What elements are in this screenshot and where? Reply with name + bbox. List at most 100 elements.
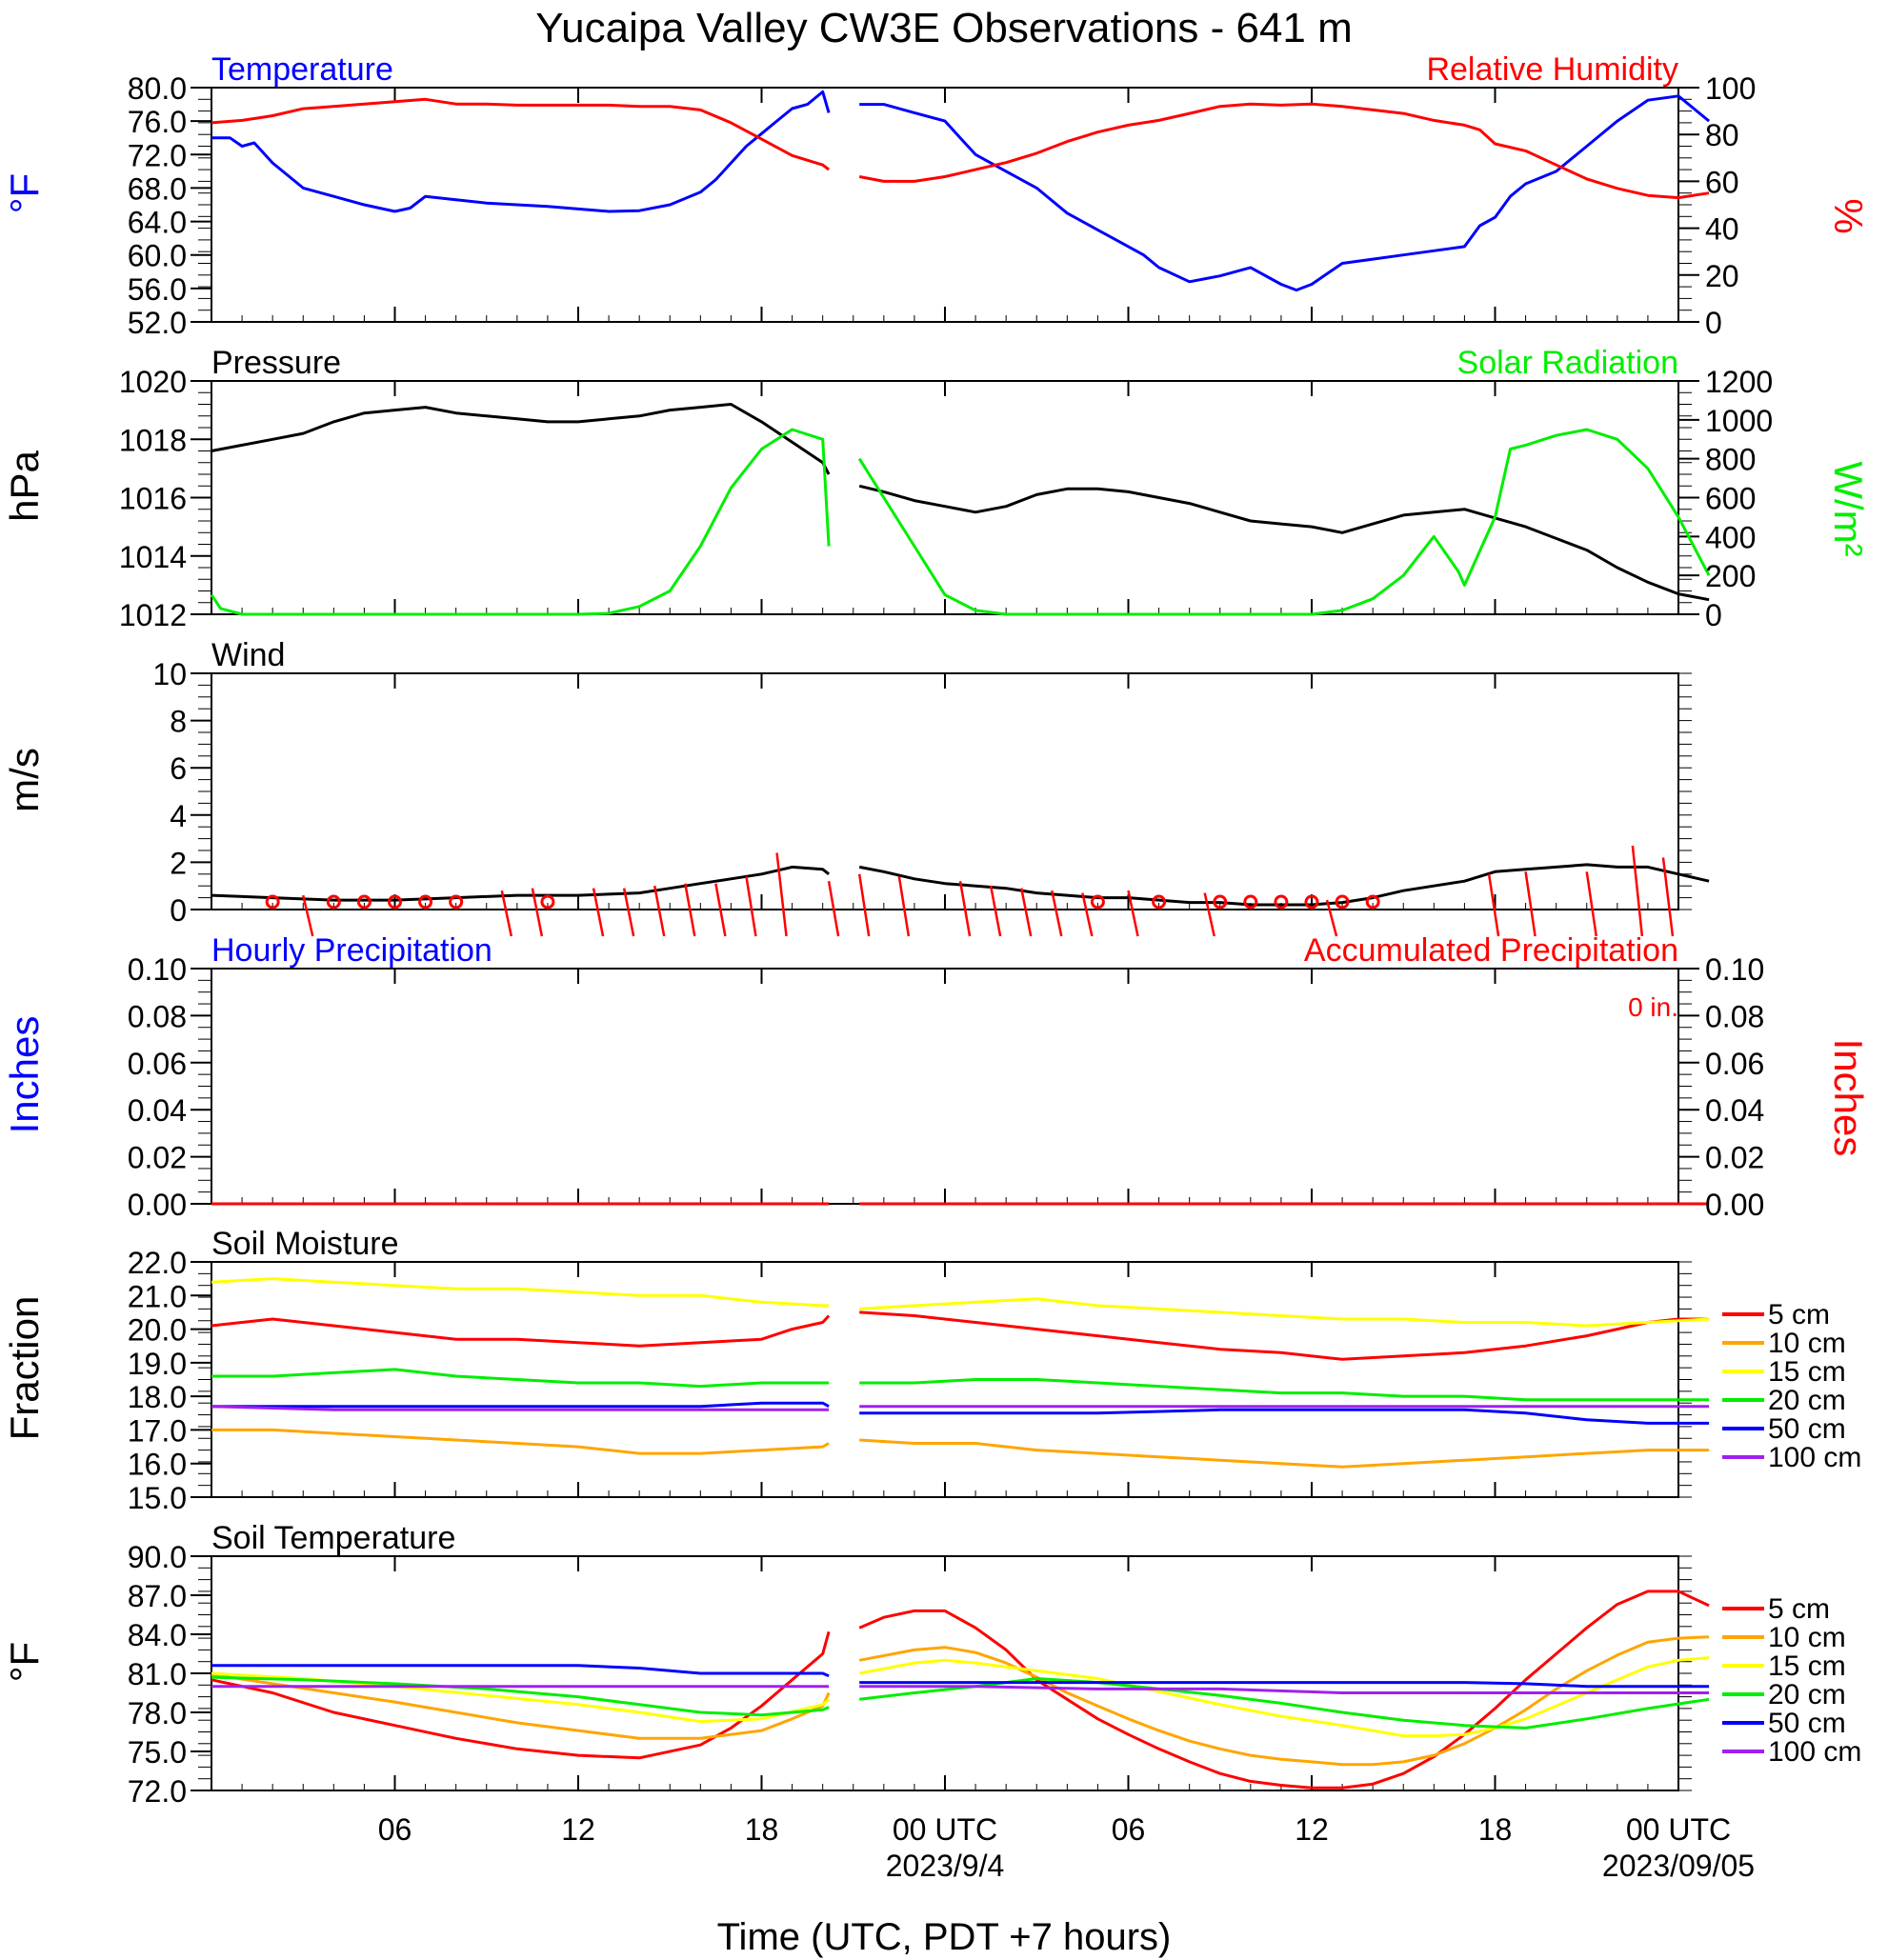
left-tick-label: 78.0 <box>128 1696 187 1730</box>
right-unit-label: % <box>1826 198 1871 233</box>
wind-barb <box>745 876 757 937</box>
left-tick-label: 16.0 <box>128 1448 187 1482</box>
left-tick-label: 75.0 <box>128 1735 187 1770</box>
series-line-10-cm <box>858 1635 1710 1767</box>
x-tick-label: 06 <box>1112 1812 1146 1847</box>
x-axis-title: Time (UTC, PDT +7 hours) <box>716 1916 1172 1958</box>
wind-calm-circle <box>1243 894 1258 910</box>
wind-barb <box>1203 892 1215 937</box>
panel-title-left: Soil Temperature <box>211 1520 455 1556</box>
right-tick-label: 600 <box>1705 482 1756 516</box>
right-tick-label: 0 <box>1705 306 1722 340</box>
series-line-10-cm <box>859 1438 1710 1469</box>
series-line-20-cm <box>211 1368 830 1389</box>
wind-barb <box>989 885 1002 937</box>
left-tick-label: 4 <box>170 799 187 833</box>
wind-barb <box>827 881 840 937</box>
wind-barb <box>1585 871 1597 937</box>
series-line-pressure <box>211 403 831 475</box>
series-line-relative-humidity <box>211 97 831 171</box>
left-tick-label: 15.0 <box>128 1481 187 1515</box>
right-tick-label: 200 <box>1705 559 1756 593</box>
left-tick-label: 0.02 <box>128 1141 187 1175</box>
left-tick-label: 1018 <box>119 423 187 457</box>
wind-barb <box>775 852 788 937</box>
right-tick-label: 0.00 <box>1705 1188 1764 1222</box>
precip-panel <box>191 968 1710 1206</box>
wind-calm-circle <box>1304 894 1319 910</box>
series-line-15-cm <box>211 1277 830 1308</box>
series-line-5-cm <box>211 1314 831 1348</box>
left-tick-label: 10 <box>152 657 187 691</box>
right-tick-label: 20 <box>1705 259 1739 293</box>
left-tick-label: 0.10 <box>128 952 187 987</box>
wind-barb <box>1487 873 1500 937</box>
left-tick-label: 76.0 <box>128 105 187 139</box>
wind-barb <box>958 881 972 937</box>
wind-calm-circle <box>449 894 464 910</box>
right-tick-label: 100 <box>1705 71 1756 106</box>
left-tick-label: 72.0 <box>128 138 187 172</box>
series-line-5-cm <box>211 1630 831 1760</box>
right-unit-label: W/m² <box>1826 461 1871 556</box>
wind-barb <box>1661 857 1675 937</box>
pressure_solar-frame <box>211 380 1679 615</box>
left-tick-label: 0.06 <box>128 1047 187 1081</box>
left-tick-label: 2 <box>170 846 187 880</box>
wind-calm-circle <box>326 894 341 910</box>
wind-barb <box>684 883 696 937</box>
panel-title-right: Solar Radiation <box>1457 345 1678 381</box>
x-tick-label: 12 <box>561 1812 595 1847</box>
left-tick-label: 90.0 <box>128 1540 187 1574</box>
left-tick-label: 19.0 <box>128 1347 187 1381</box>
right-tick-label: 40 <box>1705 212 1739 247</box>
x-tick-label: 18 <box>1478 1812 1513 1847</box>
x-tick-label: 00 UTC <box>893 1812 997 1847</box>
legend-label: 50 cm <box>1768 1413 1846 1445</box>
wind-barb <box>653 885 666 937</box>
right-tick-label: 0.08 <box>1705 999 1764 1033</box>
left-tick-label: 84.0 <box>128 1618 187 1652</box>
left-tick-label: 1014 <box>119 540 187 574</box>
wind-calm-circle <box>265 894 280 910</box>
soil_moisture-panel <box>191 1261 1764 1498</box>
left-tick-label: 81.0 <box>128 1657 187 1691</box>
series-line-pressure <box>858 484 1710 602</box>
x-date-label: 2023/09/05 <box>1602 1849 1755 1883</box>
soil_temp-panel <box>191 1555 1764 1791</box>
wind-calm-circle <box>1365 894 1380 910</box>
wind-calm-circle <box>1274 894 1289 910</box>
left-tick-label: 52.0 <box>128 306 187 340</box>
series-line-20-cm <box>211 1675 830 1717</box>
left-tick-label: 22.0 <box>128 1246 187 1280</box>
left-tick-label: 0.04 <box>128 1093 187 1128</box>
left-unit-label: Inches <box>2 1016 47 1134</box>
wind-barb <box>1325 899 1338 937</box>
series-line-50-cm <box>859 1681 1710 1689</box>
left-tick-label: 0 <box>170 893 187 928</box>
right-tick-label: 0.10 <box>1705 952 1764 987</box>
wind-barb <box>592 888 605 937</box>
x-tick-label: 12 <box>1295 1812 1329 1847</box>
left-unit-label: °F <box>2 1642 47 1682</box>
x-tick-label: 18 <box>745 1812 779 1847</box>
series-line-10-cm <box>211 1672 831 1740</box>
wind-barb <box>1631 845 1644 937</box>
panel-title-right: Accumulated Precipitation <box>1304 932 1678 969</box>
series-line-50-cm <box>859 1408 1710 1425</box>
left-unit-label: °F <box>2 173 47 213</box>
precip-frame <box>211 968 1679 1205</box>
left-tick-label: 56.0 <box>128 272 187 307</box>
wind-barb <box>1081 892 1094 937</box>
soil_temp-frame <box>211 1555 1679 1791</box>
pressure_solar-panel <box>191 380 1711 616</box>
wind-calm-circle <box>1335 894 1350 910</box>
legend-label: 100 cm <box>1768 1442 1861 1473</box>
left-tick-label: 60.0 <box>128 239 187 273</box>
series-line-solar-radiation <box>857 428 1711 616</box>
series-line-wind <box>211 865 831 902</box>
wind-barb <box>622 888 635 937</box>
right-tick-label: 1000 <box>1705 404 1773 438</box>
left-tick-label: 17.0 <box>128 1413 187 1448</box>
